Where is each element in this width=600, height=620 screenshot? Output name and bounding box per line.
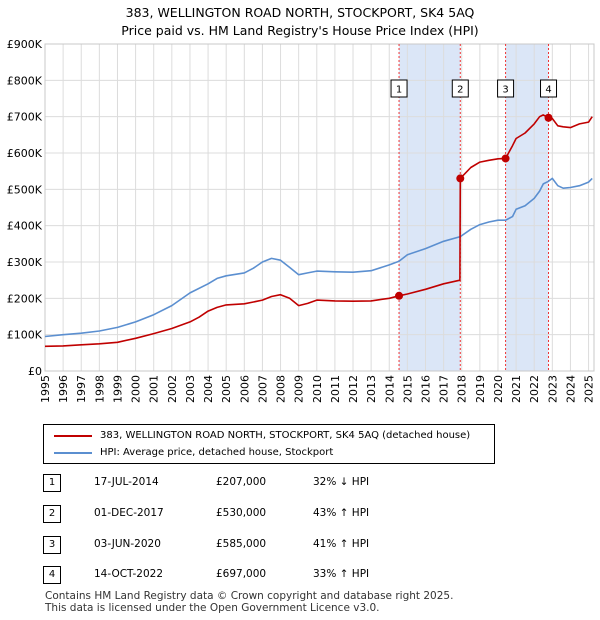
sale-label-number: 4 xyxy=(545,85,551,96)
x-tick-label: 2019 xyxy=(474,375,487,403)
sale-label-box xyxy=(451,79,469,98)
footer-copyright: Contains HM Land Registry data © Crown c… xyxy=(45,590,454,602)
x-tick-label: 2002 xyxy=(166,375,179,403)
sale-point xyxy=(501,154,510,163)
sale-label-box xyxy=(390,79,408,98)
x-tick-label: 1995 xyxy=(39,375,52,403)
x-tick-label: 1998 xyxy=(93,375,106,403)
x-tick-label: 1999 xyxy=(111,375,124,403)
sale-hpi-change: 41% ↑ HPI xyxy=(313,538,370,550)
legend-label-property: 383, WELLINGTON ROAD NORTH, STOCKPORT, S… xyxy=(100,430,471,441)
sale-point xyxy=(544,113,553,122)
x-tick-label: 2025 xyxy=(583,375,596,403)
sale-hpi-change: 43% ↑ HPI xyxy=(313,507,370,519)
x-tick-label: 2014 xyxy=(383,375,396,403)
sale-date: 17-JUL-2014 xyxy=(94,476,159,488)
y-tick-label: £600K xyxy=(7,147,43,160)
sale-date: 14-OCT-2022 xyxy=(94,568,163,580)
x-tick-label: 2011 xyxy=(329,375,342,403)
sale-number-badge: 2 xyxy=(43,505,61,523)
x-tick-label: 2020 xyxy=(492,375,505,403)
sale-number-badge: 4 xyxy=(43,566,61,584)
x-tick-label: 1997 xyxy=(75,375,88,403)
x-tick-label: 2024 xyxy=(564,375,577,403)
x-tick-label: 2018 xyxy=(456,375,469,403)
y-tick-label: £0 xyxy=(28,365,42,378)
x-tick-label: 2005 xyxy=(220,375,233,403)
x-tick-label: 2016 xyxy=(419,375,432,403)
y-tick-label: £400K xyxy=(7,220,43,233)
x-tick-label: 2008 xyxy=(275,375,288,403)
x-tick-label: 1996 xyxy=(57,375,70,403)
sale-price: £697,000 xyxy=(216,568,267,580)
footer-licence: This data is licensed under the Open Gov… xyxy=(45,602,380,614)
y-tick-label: £300K xyxy=(7,256,43,269)
highlight-band xyxy=(399,44,461,371)
plot-frame xyxy=(44,43,595,372)
x-tick-label: 2012 xyxy=(347,375,360,403)
x-tick-label: 2021 xyxy=(510,375,523,403)
y-tick-label: £500K xyxy=(7,183,43,196)
x-tick-label: 2004 xyxy=(202,375,215,403)
x-tick-label: 2006 xyxy=(238,375,251,403)
y-tick-label: £800K xyxy=(7,74,43,87)
sale-date: 03-JUN-2020 xyxy=(94,538,161,550)
x-tick-label: 2009 xyxy=(293,375,306,403)
x-tick-label: 2003 xyxy=(184,375,197,403)
legend-label-hpi: HPI: Average price, detached house, Stoc… xyxy=(100,447,334,458)
chart-title-subtitle: Price paid vs. HM Land Registry's House … xyxy=(121,23,479,38)
y-tick-label: £700K xyxy=(7,111,43,124)
sale-price: £530,000 xyxy=(216,507,267,519)
sale-point xyxy=(395,291,404,300)
legend-swatch-property xyxy=(54,435,92,437)
sale-point xyxy=(456,174,465,183)
legend-swatch-hpi xyxy=(54,452,92,454)
sale-label-number: 2 xyxy=(457,85,463,96)
hpi-line xyxy=(44,177,593,338)
highlight-band xyxy=(505,44,549,371)
sale-price: £585,000 xyxy=(216,538,267,550)
sale-hpi-change: 33% ↑ HPI xyxy=(313,568,370,580)
x-tick-label: 2017 xyxy=(438,375,451,403)
sale-price: £207,000 xyxy=(216,476,267,488)
sale-label-box xyxy=(540,79,558,98)
sale-hpi-change: 32% ↓ HPI xyxy=(313,476,370,488)
x-tick-label: 2007 xyxy=(256,375,269,403)
x-tick-label: 2013 xyxy=(365,375,378,403)
sale-number-badge: 1 xyxy=(43,474,61,492)
y-tick-label: £100K xyxy=(7,329,43,342)
x-tick-label: 2022 xyxy=(528,375,541,403)
x-tick-label: 2023 xyxy=(546,375,559,403)
sale-date: 01-DEC-2017 xyxy=(94,507,164,519)
property-price-line xyxy=(44,114,593,348)
y-tick-label: £900K xyxy=(7,38,43,51)
x-tick-label: 2010 xyxy=(311,375,324,403)
sale-number-badge: 3 xyxy=(43,536,61,554)
chart-title-address: 383, WELLINGTON ROAD NORTH, STOCKPORT, S… xyxy=(125,5,475,20)
x-tick-label: 2000 xyxy=(130,375,143,403)
sale-label-number: 3 xyxy=(502,85,508,96)
sale-label-box xyxy=(497,79,515,98)
x-tick-label: 2015 xyxy=(401,375,414,403)
chart-legend: 383, WELLINGTON ROAD NORTH, STOCKPORT, S… xyxy=(43,424,495,464)
y-tick-label: £200K xyxy=(7,292,43,305)
sale-label-number: 1 xyxy=(396,85,402,96)
price-chart: £0 £100K £200K £300K £400K £500K £600K £700K £80… xyxy=(7,38,596,403)
x-tick-label: 2001 xyxy=(148,375,161,403)
